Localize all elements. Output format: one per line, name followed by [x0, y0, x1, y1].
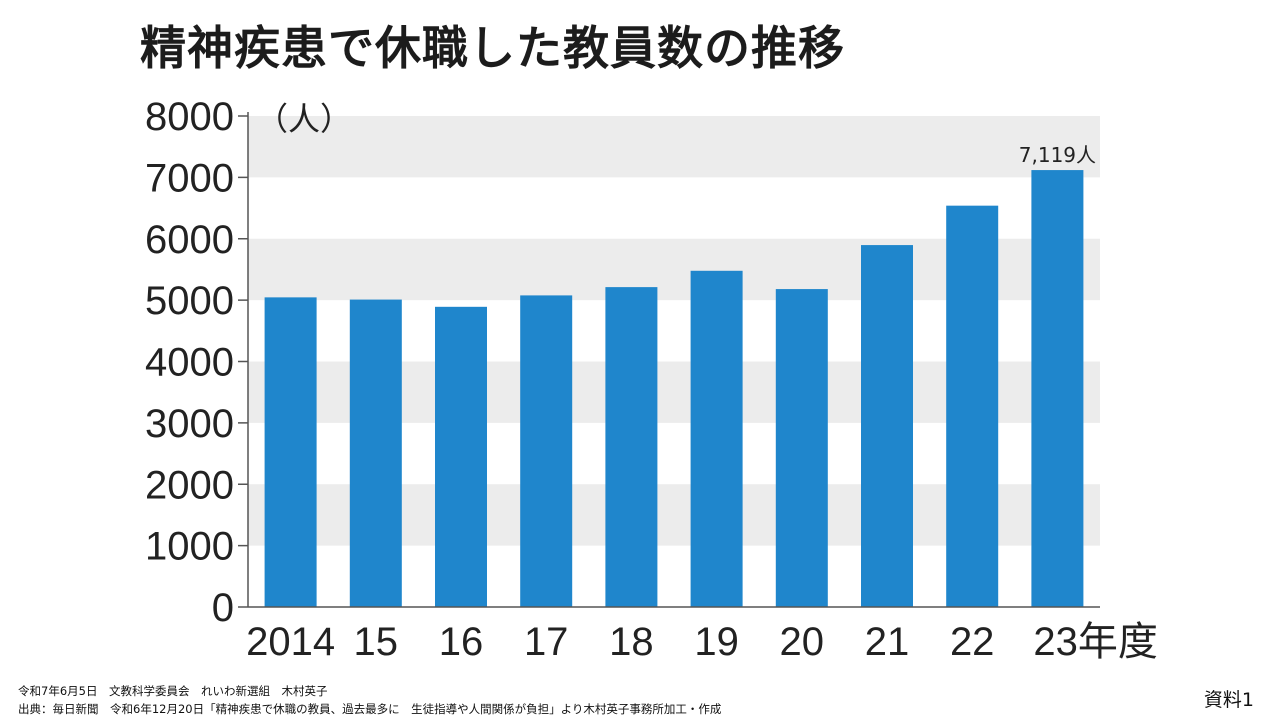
x-tick-label: 19 [694, 620, 739, 664]
y-tick-label: 1000 [145, 525, 234, 569]
data-label-last: 7,119人 [1019, 143, 1096, 167]
bar-18 [605, 287, 658, 607]
chart-title: 精神疾患で休職した教員数の推移 [140, 21, 845, 75]
bar-17 [520, 295, 573, 607]
x-tick-label: 20 [780, 620, 825, 664]
bar-chart: 0 1000 2000 3000 4000 5000 6000 7000 8000 2014 15… [145, 95, 1158, 664]
footer-source: 出典：毎日新聞 令和6年12月20日「精神疾患で休職の教員、過去最多に 生徒指導… [18, 702, 722, 716]
x-tick-label: 15 [354, 620, 399, 664]
y-tick-label: 5000 [145, 279, 234, 323]
x-tick-label: 18 [609, 620, 654, 664]
y-tick-labels: 0 1000 2000 3000 4000 5000 6000 7000 8000 [145, 95, 234, 630]
y-tick-label: 3000 [145, 402, 234, 446]
y-tick-label: 8000 [145, 95, 234, 139]
axes [238, 112, 1100, 608]
footer-meeting-info: 令和7年6月5日 文教科学委員会 れいわ新選組 木村英子 [18, 684, 328, 698]
x-tick-label: 16 [439, 620, 484, 664]
x-tick-label: 21 [865, 620, 910, 664]
bar-21 [861, 245, 913, 607]
x-tick-label: 22 [950, 620, 995, 664]
bar-16 [435, 306, 487, 607]
y-tick-label: 2000 [145, 463, 234, 507]
bar-22 [946, 205, 999, 607]
y-unit-label: （人） [256, 100, 352, 138]
x-tick-label: 2014 [246, 620, 335, 664]
bar-20 [775, 289, 828, 607]
document-label: 資料1 [1203, 689, 1254, 711]
bar-23年度 [1031, 170, 1084, 607]
y-tick-label: 0 [212, 586, 234, 630]
grid-band [248, 116, 1100, 178]
bar-15 [349, 299, 402, 607]
bar-2014 [264, 297, 317, 607]
y-tick-label: 7000 [145, 156, 234, 200]
x-tick-label: 23年度 [1033, 620, 1158, 664]
x-tick-labels: 2014 15 16 17 18 19 20 21 22 23年度 [246, 620, 1158, 664]
bars [264, 170, 1084, 607]
bar-19 [690, 270, 743, 607]
y-tick-label: 4000 [145, 341, 234, 385]
x-tick-label: 17 [524, 620, 569, 664]
y-tick-label: 6000 [145, 218, 234, 262]
